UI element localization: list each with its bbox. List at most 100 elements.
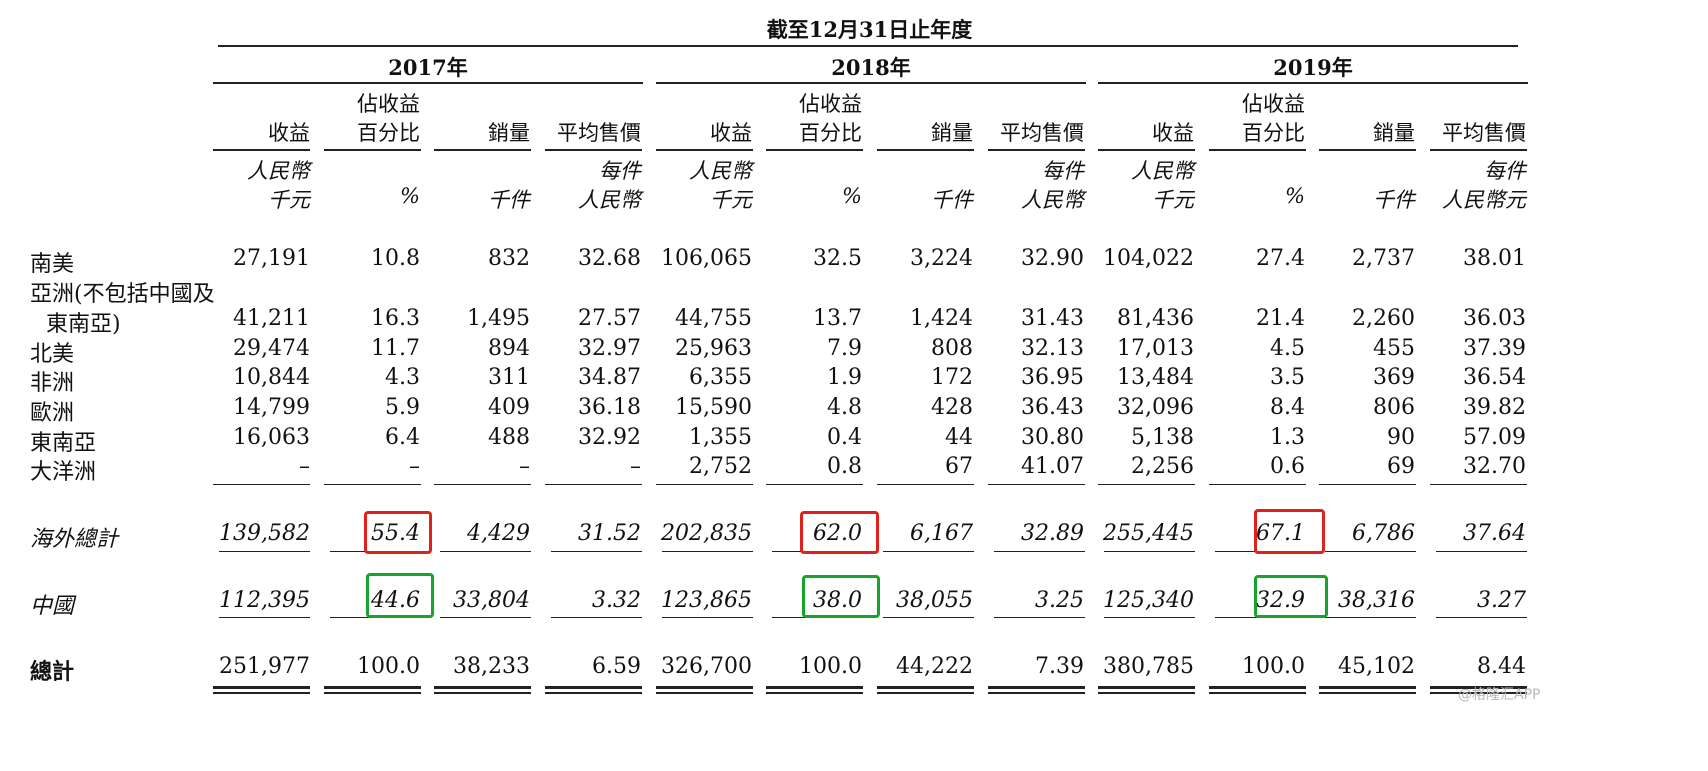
table-cell: 6,355	[689, 365, 752, 390]
highlight-china-2018	[802, 575, 880, 618]
overseas-rule	[551, 551, 642, 552]
row-label-africa: 非洲	[30, 371, 75, 396]
china-cell: 112,395	[219, 588, 310, 613]
overseas-cell: 202,835	[661, 521, 752, 546]
highlight-overseas-2017	[364, 511, 432, 554]
overseas-cell: 4,429	[467, 521, 530, 546]
table-cell: 1,355	[689, 425, 752, 450]
col-header-asp: 平均售價	[1000, 121, 1084, 145]
table-cell: 16,063	[233, 425, 310, 450]
table-cell: –	[519, 454, 530, 479]
subtotal-rule	[877, 484, 974, 485]
overseas-cell: 62.0	[813, 521, 862, 546]
col-header-rule	[656, 149, 753, 151]
overseas-rule	[1104, 551, 1195, 552]
china-rule	[440, 617, 531, 618]
total-double-rule-top	[877, 686, 974, 689]
table-cell: 488	[488, 425, 530, 450]
total-double-rule-top	[656, 686, 753, 689]
subtotal-rule	[213, 484, 310, 485]
overseas-cell: 6,167	[910, 521, 973, 546]
col-header-asp: 平均售價	[557, 121, 641, 145]
subtotal-rule	[434, 484, 531, 485]
table-cell: 1,495	[467, 306, 530, 331]
table-cell: 5,138	[1131, 425, 1194, 450]
unit-thousand-yuan: 千元	[268, 188, 310, 212]
table-cell: 409	[488, 395, 530, 420]
col-header-rule	[1209, 149, 1306, 151]
total-double-rule-top	[766, 686, 863, 689]
highlight-china-2017	[366, 573, 434, 618]
total-double-rule-top	[545, 686, 642, 689]
total-cell: 251,977	[219, 654, 310, 679]
table-cell: 808	[931, 336, 973, 361]
table-cell: 1.3	[1270, 425, 1305, 450]
overseas-rule	[883, 551, 974, 552]
china-cell: 38.0	[813, 588, 862, 613]
col-header-rule	[1098, 149, 1195, 151]
unit-thousand-pieces: 千件	[1373, 188, 1415, 212]
table-cell: 67	[945, 454, 973, 479]
year-rule-2017	[213, 82, 643, 84]
total-double-rule-top	[213, 686, 310, 689]
overseas-rule	[994, 551, 1085, 552]
col-header-pct-line2: 百分比	[357, 121, 420, 145]
col-header-pct-line1: 佔收益	[1242, 92, 1305, 116]
col-header-asp: 平均售價	[1442, 121, 1526, 145]
col-header-rule	[766, 149, 863, 151]
total-cell: 8.44	[1477, 654, 1526, 679]
watermark: @格隆汇APP	[1458, 687, 1541, 703]
row-label-china: 中國	[30, 594, 75, 619]
unit-thousand-yuan: 千元	[1152, 188, 1194, 212]
table-cell: 27.57	[578, 306, 641, 331]
unit-rmb: 人民幣	[578, 188, 641, 212]
china-cell: 125,340	[1103, 588, 1194, 613]
table-cell: 10,844	[233, 365, 310, 390]
total-cell: 38,233	[453, 654, 530, 679]
table-cell: 1.9	[827, 365, 862, 390]
row-label-south-america: 南美	[30, 252, 75, 277]
table-cell: 32.70	[1463, 454, 1526, 479]
table-cell: 36.18	[578, 395, 641, 420]
total-double-rule-top	[1319, 686, 1416, 689]
china-cell: 38,316	[1338, 588, 1415, 613]
table-cell: 32.92	[578, 425, 641, 450]
year-rule-2019	[1098, 82, 1528, 84]
overseas-rule	[1325, 551, 1416, 552]
unit-thousand-pieces: 千件	[931, 188, 973, 212]
total-double-rule-bottom	[1098, 692, 1195, 694]
china-rule	[551, 617, 642, 618]
table-cell: 25,963	[675, 336, 752, 361]
subtotal-rule	[1430, 484, 1527, 485]
period-header: 截至12月31日止年度	[766, 17, 973, 42]
subtotal-rule	[1209, 484, 1306, 485]
china-cell: 3.27	[1477, 588, 1526, 613]
highlight-china-2019	[1254, 575, 1328, 618]
col-header-pct-line2: 百分比	[799, 121, 862, 145]
total-double-rule-bottom	[1430, 692, 1527, 694]
col-header-rule	[877, 149, 974, 151]
china-cell: 44.6	[371, 588, 420, 613]
overseas-cell: 67.1	[1256, 521, 1305, 546]
subtotal-rule	[324, 484, 421, 485]
china-cell: 123,865	[661, 588, 752, 613]
total-double-rule-bottom	[988, 692, 1085, 694]
overseas-cell: 37.64	[1463, 521, 1526, 546]
col-header-rule	[1319, 149, 1416, 151]
col-header-rule	[324, 149, 421, 151]
china-cell: 38,055	[896, 588, 973, 613]
table-cell: 31.43	[1021, 306, 1084, 331]
col-header-rule	[434, 149, 531, 151]
table-cell: 69	[1387, 454, 1415, 479]
row-label-oceania: 大洋洲	[30, 460, 97, 485]
table-cell: 15,590	[675, 395, 752, 420]
table-cell: 41.07	[1021, 454, 1084, 479]
col-header-volume: 銷量	[931, 121, 973, 145]
table-cell: –	[409, 454, 420, 479]
total-cell: 380,785	[1103, 654, 1194, 679]
col-header-revenue: 收益	[710, 121, 752, 145]
total-cell: 7.39	[1035, 654, 1084, 679]
table-cell: 36.54	[1463, 365, 1526, 390]
total-cell: 326,700	[661, 654, 752, 679]
table-cell: 7.9	[827, 336, 862, 361]
